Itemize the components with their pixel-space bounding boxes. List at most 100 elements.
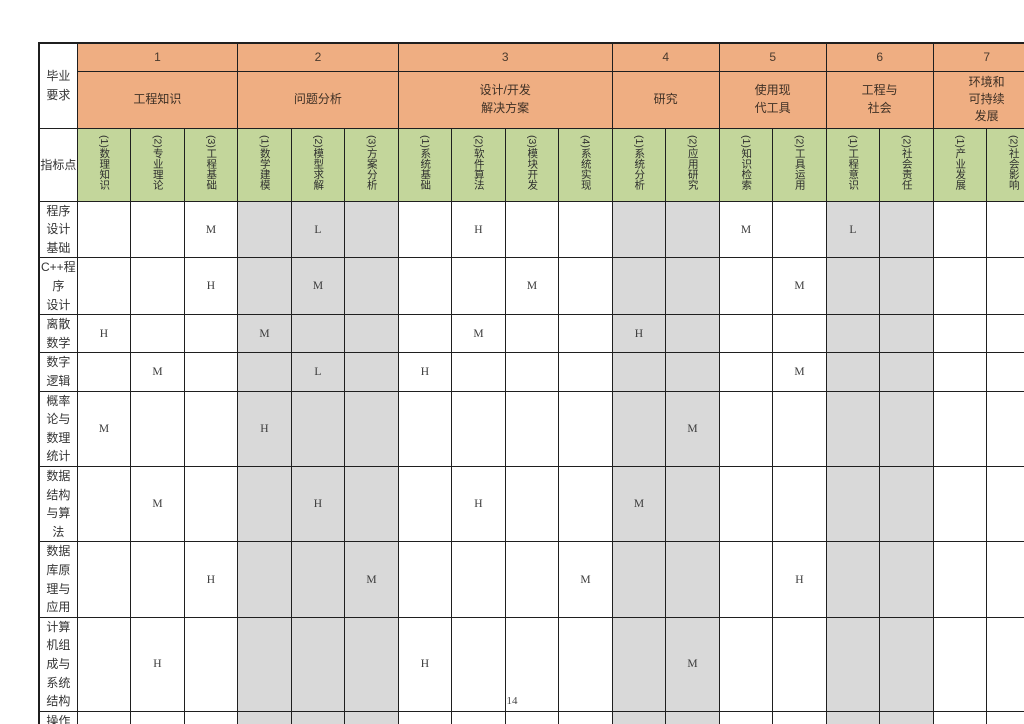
matrix-cell-3.2	[451, 616, 506, 712]
course-row: 概率论与 数理统计MHML121	[38, 390, 1024, 467]
matrix-cell-3.2	[451, 710, 506, 724]
indicator-header-4.2: (2)应用研究	[665, 127, 720, 202]
matrix-cell-5.2	[772, 710, 827, 724]
indicator-header-1.2: (2)专业理论	[130, 127, 185, 202]
matrix-cell-1.1: M	[76, 390, 132, 467]
matrix-cell-1.1	[76, 710, 132, 724]
matrix-cell-5.2	[772, 616, 827, 712]
matrix-cell-3.3: M	[504, 257, 560, 316]
matrix-cell-1.1	[76, 257, 132, 316]
matrix-cell-2.1	[237, 541, 292, 618]
group-name-6: 工程与 社会	[825, 70, 934, 129]
matrix-cell-2.2	[290, 616, 346, 712]
matrix-cell-5.2: M	[772, 257, 827, 316]
indicator-header-text: (2)软件算法	[472, 134, 485, 190]
group-name-7: 环境和 可持续 发展	[932, 70, 1024, 129]
group-number-4: 4	[611, 42, 720, 72]
matrix-cell-2.3	[344, 257, 399, 316]
matrix-cell-7.2	[986, 257, 1024, 316]
indicator-header-text: (4)系统实现	[579, 134, 592, 190]
matrix-cell-7.2	[986, 314, 1024, 354]
matrix-cell-7.1	[932, 390, 988, 467]
course-row: 程序设计 基础MLHML122	[38, 200, 1024, 259]
course-label: 操作系统	[38, 710, 78, 724]
course-row: 数据库原 理与应用HMMH22	[38, 541, 1024, 618]
matrix-cell-2.3	[344, 352, 399, 392]
matrix-cell-2.1	[237, 200, 292, 259]
group-number-3: 3	[397, 42, 613, 72]
course-label: 数据库原 理与应用	[38, 541, 78, 618]
matrix-cell-4.1	[611, 200, 667, 259]
matrix-cell-6.2	[879, 541, 934, 618]
matrix-cell-2.3	[344, 314, 399, 354]
matrix-cell-3.4	[558, 465, 613, 543]
matrix-cell-5.1	[718, 257, 774, 316]
indicator-header-text: (2)专业理论	[151, 134, 164, 190]
matrix-cell-5.1: M	[718, 200, 774, 259]
matrix-cell-2.1: M	[237, 314, 292, 354]
matrix-cell-6.2	[879, 710, 934, 724]
matrix-cell-1.2: H	[130, 616, 185, 712]
matrix-cell-3.4	[558, 200, 613, 259]
group-number-2: 2	[237, 42, 399, 72]
indicator-header-7.2: (2)社会影响	[986, 127, 1024, 202]
matrix-cell-4.1	[611, 390, 667, 467]
matrix-cell-2.1	[237, 257, 292, 316]
matrix-cell-2.2	[290, 314, 346, 354]
matrix-cell-1.1	[76, 541, 132, 618]
matrix-cell-7.2	[986, 390, 1024, 467]
indicator-header-3.4: (4)系统实现	[558, 127, 613, 202]
matrix-cell-6.1	[825, 314, 881, 354]
matrix-cell-1.2	[130, 541, 185, 618]
matrix-cell-5.1	[718, 710, 774, 724]
matrix-cell-3.1: M	[397, 710, 453, 724]
matrix-cell-5.1	[718, 541, 774, 618]
course-label: 数据结构 与算法	[38, 465, 78, 543]
course-row: 数字逻辑MLHM121	[38, 352, 1024, 392]
matrix-cell-2.2	[290, 390, 346, 467]
matrix-cell-4.2	[665, 314, 720, 354]
course-label: C++程序 设计	[38, 257, 78, 316]
indicator-header-text: (1)数学建模	[258, 134, 271, 190]
indicator-header-5.2: (2)工具运用	[772, 127, 827, 202]
matrix-cell-3.3	[504, 314, 560, 354]
matrix-cell-4.1: M	[611, 465, 667, 543]
matrix-cell-6.2	[879, 314, 934, 354]
matrix-cell-7.2	[986, 541, 1024, 618]
support-matrix-table: 毕业 要求123456789101112支撑强 度统计工程知识问题分析设计/开发…	[38, 42, 1024, 724]
matrix-cell-2.2	[290, 710, 346, 724]
indicator-header-2.2: (2)模型求解	[290, 127, 346, 202]
indicator-row-label: 指标点	[38, 127, 78, 202]
matrix-cell-6.1	[825, 465, 881, 543]
indicator-header-text: (3)工程基础	[205, 134, 218, 190]
indicator-header-text: (1)工程意识	[847, 134, 860, 190]
matrix-cell-1.1: H	[76, 314, 132, 354]
matrix-cell-1.1	[76, 352, 132, 392]
indicator-header-6.2: (2)社会责任	[879, 127, 934, 202]
matrix-cell-4.1	[611, 616, 667, 712]
group-name-5: 使用现 代工具	[718, 70, 827, 129]
matrix-cell-7.1	[932, 541, 988, 618]
indicator-header-6.1: (1)工程意识	[825, 127, 881, 202]
course-row: C++程序 设计HMMML131	[38, 257, 1024, 316]
indicator-header-3.3: (3)模块开发	[504, 127, 560, 202]
indicator-header-2.3: (3)方案分析	[344, 127, 399, 202]
matrix-cell-2.2: M	[290, 257, 346, 316]
matrix-cell-3.3	[504, 541, 560, 618]
indicator-header-5.1: (1)知识检索	[718, 127, 774, 202]
matrix-cell-3.2: M	[451, 314, 506, 354]
group-number-5: 5	[718, 42, 827, 72]
matrix-cell-1.3	[183, 314, 239, 354]
indicator-header-text: (3)方案分析	[365, 134, 378, 190]
matrix-cell-1.3	[183, 352, 239, 392]
matrix-cell-2.2: H	[290, 465, 346, 543]
matrix-cell-7.1	[932, 257, 988, 316]
matrix-cell-4.1	[611, 257, 667, 316]
matrix-header: 毕业 要求123456789101112支撑强 度统计工程知识问题分析设计/开发…	[38, 42, 1024, 202]
matrix-cell-1.1	[76, 465, 132, 543]
indicator-header-text: (1)产业发展	[954, 134, 967, 190]
matrix-cell-5.1	[718, 314, 774, 354]
matrix-cell-4.2: L	[665, 710, 720, 724]
course-label: 离散数学	[38, 314, 78, 354]
matrix-cell-6.1	[825, 352, 881, 392]
